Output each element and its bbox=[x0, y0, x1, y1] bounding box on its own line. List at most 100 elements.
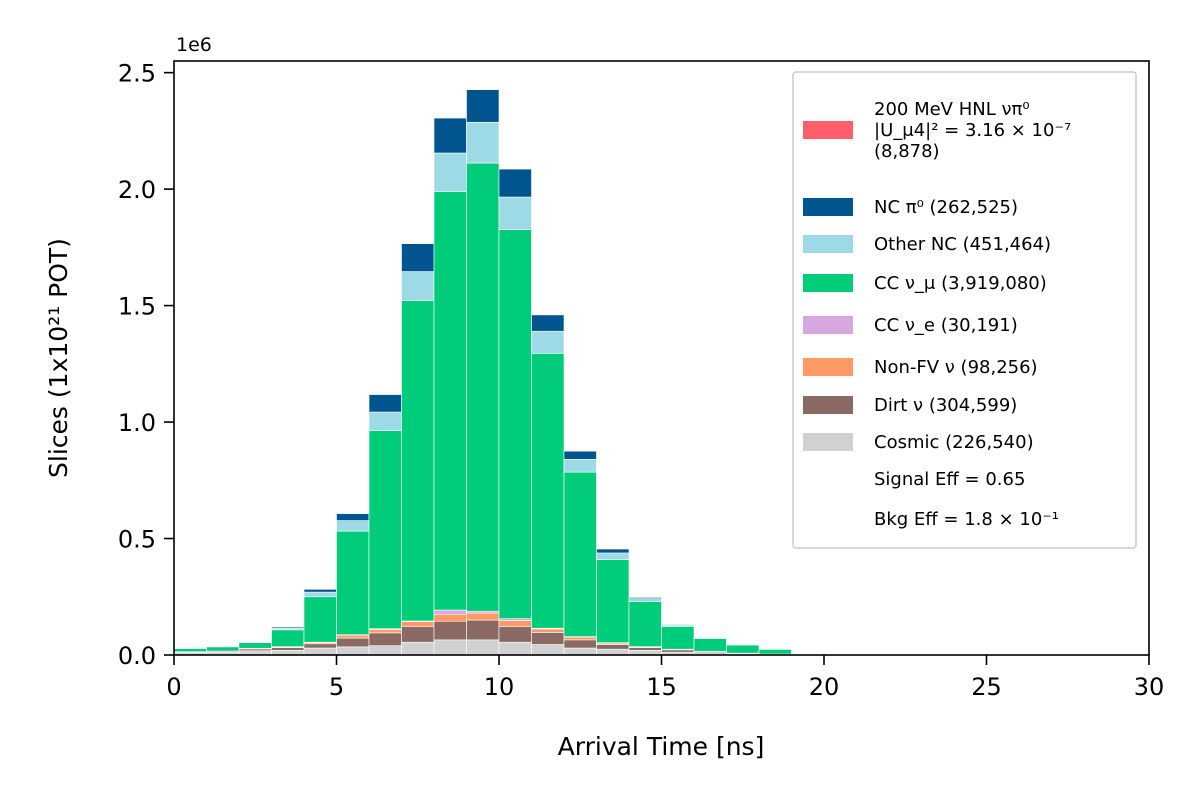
legend-label-hnl: (8,878) bbox=[874, 141, 940, 162]
bar-ncpi0-13 bbox=[596, 548, 630, 554]
legend-swatch-nonfv bbox=[803, 358, 853, 376]
bar-ncpi0-8 bbox=[433, 117, 467, 154]
y-tick-label: 1.0 bbox=[118, 409, 156, 437]
legend-swatch-ccnumu bbox=[803, 274, 853, 292]
bar-ccnumu-3 bbox=[271, 629, 305, 647]
legend-swatch-hnl bbox=[803, 121, 853, 139]
y-axis-label: Slices (1x10²¹ POT) bbox=[44, 238, 73, 478]
bar-ccnumu-11 bbox=[531, 353, 565, 629]
y-offset-label: 1e6 bbox=[176, 34, 212, 56]
y-tick-label: 0.0 bbox=[118, 642, 156, 670]
x-tick-label: 10 bbox=[484, 673, 515, 701]
bar-ccnumu-16 bbox=[693, 638, 727, 652]
legend-label-hnl: 200 MeV HNL νπ⁰ bbox=[874, 99, 1030, 120]
x-tick-label: 0 bbox=[166, 673, 181, 701]
x-tick-label: 20 bbox=[809, 673, 840, 701]
bar-nonfv-11 bbox=[531, 628, 565, 633]
x-tick-label: 15 bbox=[646, 673, 677, 701]
bar-ccnumu-18 bbox=[758, 649, 792, 655]
x-axis-ticks: 0 5 10 15 20 25 30 bbox=[166, 655, 1164, 701]
bar-ncpi0-7 bbox=[401, 243, 435, 272]
bar-dirt-5 bbox=[336, 637, 370, 648]
bar-cosmic-9 bbox=[466, 639, 500, 656]
bar-cosmic-13 bbox=[596, 648, 630, 656]
bar-ncpi0-12 bbox=[563, 450, 597, 460]
x-tick-label: 30 bbox=[1134, 673, 1165, 701]
bar-ccnumu-8 bbox=[433, 191, 467, 611]
legend-swatch-cosmic bbox=[803, 433, 853, 451]
bar-nonfv-6 bbox=[368, 629, 402, 634]
legend-label-ncpi0: NC π⁰ (262,525) bbox=[874, 197, 1018, 218]
bar-ccnumu-5 bbox=[336, 530, 370, 636]
legend-label-hnl: |U_μ4|² = 3.16 × 10⁻⁷ bbox=[874, 120, 1071, 141]
legend-label-othernc: Other NC (451,464) bbox=[874, 234, 1051, 255]
bar-ccnumu-1 bbox=[206, 646, 240, 652]
bar-cosmic-10 bbox=[498, 641, 532, 656]
bar-othernc-7 bbox=[401, 271, 435, 301]
stacked-bars bbox=[173, 89, 792, 656]
legend-swatch-othernc bbox=[803, 235, 853, 253]
legend-label-nonfv: Non-FV ν (98,256) bbox=[874, 357, 1038, 378]
bar-ncpi0-5 bbox=[336, 513, 370, 521]
x-tick-label: 25 bbox=[971, 673, 1002, 701]
x-tick-label: 5 bbox=[329, 673, 344, 701]
bar-ccnumu-7 bbox=[401, 300, 435, 622]
bar-dirt-4 bbox=[303, 643, 337, 649]
bar-othernc-13 bbox=[596, 552, 630, 560]
bar-ccnumu-15 bbox=[661, 626, 695, 650]
bar-ccnumu-4 bbox=[303, 596, 337, 643]
bar-dirt-14 bbox=[628, 647, 662, 651]
bar-othernc-14 bbox=[628, 598, 662, 602]
bar-cosmic-4 bbox=[303, 647, 337, 656]
bar-dirt-6 bbox=[368, 632, 402, 646]
legend-label-sig: Signal Eff = 0.65 bbox=[874, 469, 1025, 490]
bar-nonfv-5 bbox=[336, 634, 370, 639]
bar-nonfv-12 bbox=[563, 636, 597, 641]
bar-othernc-9 bbox=[466, 121, 500, 164]
x-axis-label: Arrival Time [ns] bbox=[558, 732, 765, 761]
y-tick-label: 0.5 bbox=[118, 526, 156, 554]
bar-dirt-7 bbox=[401, 626, 435, 643]
bar-othernc-12 bbox=[563, 459, 597, 473]
bar-ncpi0-15 bbox=[661, 624, 695, 626]
bar-ncpi0-9 bbox=[466, 89, 500, 123]
bar-nonfv-7 bbox=[401, 621, 435, 627]
bar-othernc-6 bbox=[368, 411, 402, 431]
bar-othernc-10 bbox=[498, 196, 532, 230]
bar-othernc-4 bbox=[303, 591, 337, 598]
y-axis-ticks: 0.0 0.5 1.0 1.5 2.0 2.5 bbox=[118, 60, 174, 670]
bar-othernc-5 bbox=[336, 520, 370, 532]
bar-othernc-11 bbox=[531, 330, 565, 354]
bar-ncpi0-6 bbox=[368, 394, 402, 413]
legend-label-cosmic: Cosmic (226,540) bbox=[874, 432, 1034, 453]
bar-ccnumu-14 bbox=[628, 601, 662, 647]
legend-swatch-ncpi0 bbox=[803, 198, 853, 216]
bar-ccnumu-12 bbox=[563, 471, 597, 637]
bar-nonfv-10 bbox=[498, 620, 532, 627]
bar-nonfv-9 bbox=[466, 612, 500, 621]
legend-swatch-dirt bbox=[803, 396, 853, 414]
legend-label-bkg: Bkg Eff = 1.8 × 10⁻¹ bbox=[874, 509, 1059, 530]
bar-dirt-8 bbox=[433, 620, 467, 641]
bar-dirt-3 bbox=[271, 647, 305, 651]
bar-ccnumu-13 bbox=[596, 559, 630, 643]
bar-cosmic-12 bbox=[563, 647, 597, 656]
bar-ccnue-8 bbox=[433, 609, 467, 615]
bar-ncpi0-14 bbox=[628, 597, 662, 599]
bar-ccnumu-17 bbox=[726, 644, 760, 654]
bar-cosmic-8 bbox=[433, 639, 467, 656]
legend-swatch-ccnue bbox=[803, 316, 853, 334]
y-tick-label: 2.0 bbox=[118, 176, 156, 204]
bar-ncpi0-11 bbox=[531, 314, 565, 332]
bar-dirt-12 bbox=[563, 639, 597, 649]
bar-dirt-9 bbox=[466, 619, 500, 641]
legend: 200 MeV HNL νπ⁰|U_μ4|² = 3.16 × 10⁻⁷ (8,… bbox=[792, 71, 1137, 549]
bar-ccnumu-0 bbox=[173, 648, 207, 653]
bar-cosmic-6 bbox=[368, 645, 402, 656]
bar-dirt-11 bbox=[531, 632, 565, 645]
bar-ccnumu-9 bbox=[466, 162, 500, 612]
legend-label-ccnumu: CC ν_μ (3,919,080) bbox=[874, 273, 1047, 294]
bar-ncpi0-10 bbox=[498, 168, 532, 198]
bar-dirt-15 bbox=[661, 649, 695, 653]
bar-ncpi0-3 bbox=[271, 626, 305, 629]
